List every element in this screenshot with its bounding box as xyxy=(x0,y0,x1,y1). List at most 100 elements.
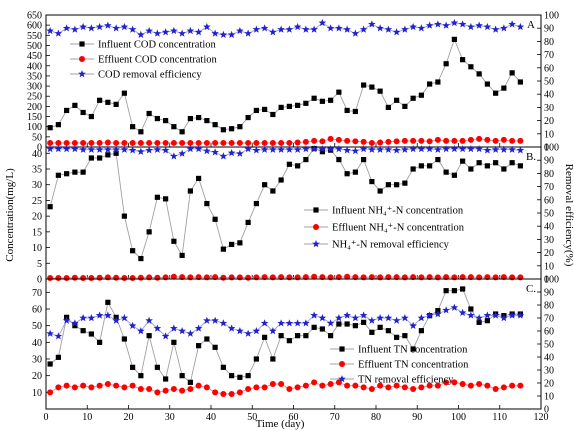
right-y-tick-label: 10 xyxy=(544,261,554,272)
y-tick-label: 400 xyxy=(27,61,42,72)
data-point xyxy=(64,107,70,114)
data-point xyxy=(113,150,119,156)
data-point xyxy=(269,28,277,36)
data-point xyxy=(96,274,103,281)
data-point xyxy=(237,240,243,246)
data-point xyxy=(303,333,309,339)
data-point xyxy=(186,26,195,35)
data-point xyxy=(335,314,343,322)
data-point xyxy=(196,343,202,349)
data-point xyxy=(500,145,508,153)
data-point xyxy=(187,386,194,392)
y-tick-label: 10 xyxy=(32,388,42,399)
data-point xyxy=(269,139,276,146)
data-point xyxy=(493,160,499,166)
series-line xyxy=(50,148,521,157)
data-point xyxy=(368,139,375,146)
right-y-tick-label: 30 xyxy=(544,366,554,377)
data-point xyxy=(212,344,218,350)
right-y-tick-label: 50 xyxy=(544,340,554,351)
data-point xyxy=(171,124,177,130)
right-y-tick-label: 90 xyxy=(544,156,554,167)
data-point xyxy=(179,373,185,379)
data-point xyxy=(376,314,384,322)
series-line xyxy=(50,276,521,279)
data-point xyxy=(501,166,507,172)
series-removal xyxy=(46,303,525,340)
data-point xyxy=(443,169,449,175)
data-point xyxy=(187,115,193,122)
data-point xyxy=(418,274,425,281)
data-point xyxy=(244,29,252,37)
data-point xyxy=(318,144,327,153)
series-line xyxy=(49,22,521,36)
right-y-tick-label: 80 xyxy=(544,37,554,48)
legend-label: Influent COD concentration xyxy=(98,40,217,51)
data-point xyxy=(286,139,293,146)
data-point xyxy=(104,274,111,281)
data-point xyxy=(417,24,426,32)
series-influent xyxy=(47,286,523,385)
data-point xyxy=(212,139,219,146)
data-point xyxy=(508,145,516,153)
data-point xyxy=(187,379,193,385)
panel-b: 05101520253035400102030405060708090100B.… xyxy=(32,143,559,286)
data-point xyxy=(508,311,516,319)
data-point xyxy=(467,311,475,319)
series-effluent xyxy=(47,273,524,282)
data-point xyxy=(460,158,466,164)
data-point xyxy=(47,204,53,210)
y-tick-label: 20 xyxy=(32,371,42,382)
data-point xyxy=(145,146,153,154)
data-point xyxy=(146,274,153,281)
data-point xyxy=(96,382,103,389)
data-point xyxy=(311,95,317,101)
data-point xyxy=(79,145,87,153)
data-point xyxy=(178,149,186,157)
data-point xyxy=(293,22,302,31)
data-point xyxy=(368,20,376,28)
data-point xyxy=(328,333,334,339)
y-tick-label: 600 xyxy=(27,21,42,32)
data-point xyxy=(260,24,269,32)
legend-marker xyxy=(312,240,320,248)
data-point xyxy=(392,316,401,324)
data-point xyxy=(435,156,441,163)
data-point xyxy=(509,274,516,281)
legend-label: Effluent COD concentration xyxy=(98,55,218,66)
data-point xyxy=(377,274,384,281)
data-point xyxy=(178,327,186,335)
x-tick-label: 70 xyxy=(330,412,340,423)
data-point xyxy=(286,103,292,109)
data-point xyxy=(277,25,285,33)
data-point xyxy=(517,137,524,144)
data-point xyxy=(492,137,499,144)
data-point xyxy=(451,36,457,42)
data-point xyxy=(253,356,259,362)
data-point xyxy=(376,145,384,153)
data-point xyxy=(88,113,94,120)
data-point xyxy=(179,129,185,135)
y-tick-label: 500 xyxy=(27,41,42,52)
data-point xyxy=(294,384,301,391)
data-point xyxy=(54,332,63,340)
data-point xyxy=(451,379,458,386)
legend-marker xyxy=(79,56,85,62)
data-point xyxy=(104,139,111,146)
data-point xyxy=(450,18,459,27)
data-point xyxy=(194,144,203,153)
panel-tag: B. xyxy=(526,151,536,163)
data-point xyxy=(80,328,86,334)
data-point xyxy=(269,274,276,281)
data-point xyxy=(163,118,169,124)
data-point xyxy=(71,144,79,153)
data-point xyxy=(302,144,310,153)
data-point xyxy=(278,104,284,110)
data-point xyxy=(303,100,309,106)
data-point xyxy=(236,389,243,396)
data-point xyxy=(245,373,251,379)
data-point xyxy=(186,144,195,153)
data-point xyxy=(450,303,459,311)
y-tick-label: 40 xyxy=(32,338,42,349)
data-point xyxy=(252,327,261,335)
